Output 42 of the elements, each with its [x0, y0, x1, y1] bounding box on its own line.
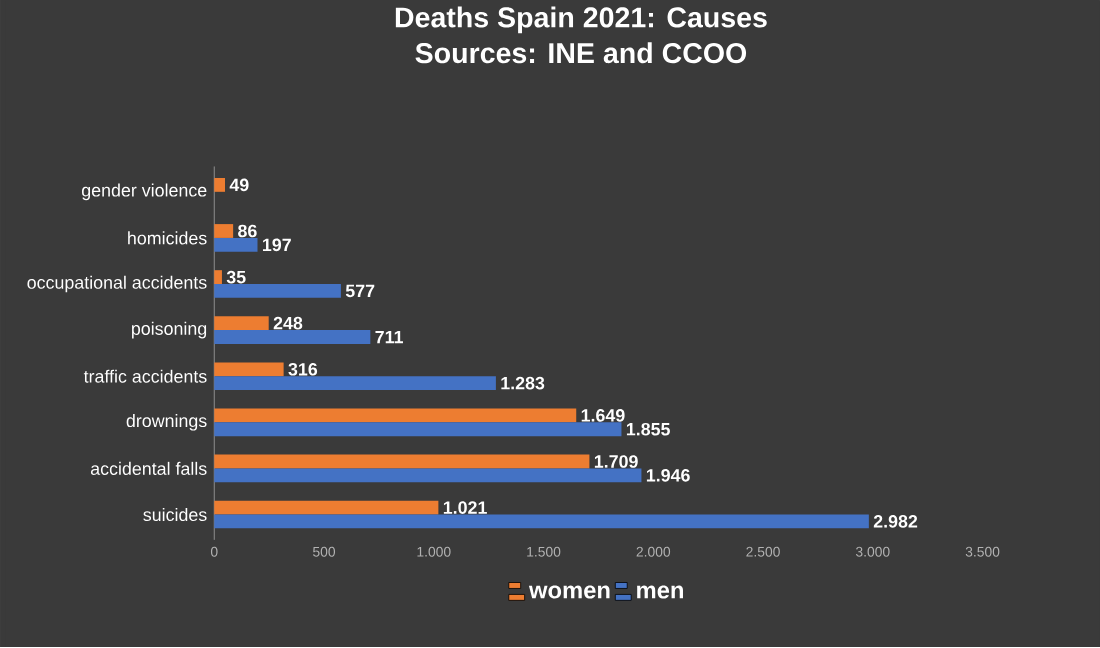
bar	[214, 468, 642, 483]
bar	[214, 408, 577, 423]
chart-title: Deaths Spain 2021: Causes	[395, 7, 767, 34]
data-label: 316	[288, 363, 318, 377]
bar	[214, 284, 341, 299]
y-tick-label: drownings	[126, 414, 207, 432]
bar	[214, 501, 439, 515]
data-label: 1.649	[581, 409, 625, 423]
y-tick-label: poisoning	[132, 322, 207, 339]
bar	[214, 514, 869, 529]
data-label: 1.709	[594, 455, 638, 469]
data-label: 197	[262, 238, 291, 252]
data-label: 248	[273, 317, 303, 330]
bar	[214, 422, 622, 437]
y-tick-label: suicides	[143, 508, 207, 522]
data-label: 86	[238, 225, 257, 238]
bar	[214, 270, 222, 285]
data-label: 1.283	[501, 377, 545, 390]
bar	[214, 362, 284, 377]
y-tick-label: traffic accidents	[83, 370, 207, 384]
chart-subtitle: Sources: INE and CCOO	[415, 42, 747, 64]
y-tick-label: gender violence	[82, 183, 207, 201]
legend-label: men	[637, 585, 683, 600]
y-tick-label: homicides	[128, 231, 207, 245]
data-label: 35	[226, 271, 246, 284]
bar	[214, 224, 234, 239]
data-label: 1.855	[626, 423, 670, 437]
bar	[214, 316, 269, 331]
data-label: 2.982	[873, 515, 918, 529]
data-label: 49	[229, 179, 249, 192]
y-tick-label: occupational accidents	[27, 276, 207, 293]
data-label: 1.946	[646, 469, 690, 483]
legend-label: women	[528, 585, 610, 600]
bar	[214, 238, 258, 253]
bar	[214, 330, 371, 345]
bar	[214, 455, 590, 469]
data-label: 1.021	[443, 501, 487, 515]
y-tick-label: accidental falls	[90, 462, 207, 476]
bar	[214, 178, 226, 193]
bar	[214, 376, 496, 391]
data-label: 577	[345, 285, 375, 298]
data-label: 711	[375, 331, 403, 344]
